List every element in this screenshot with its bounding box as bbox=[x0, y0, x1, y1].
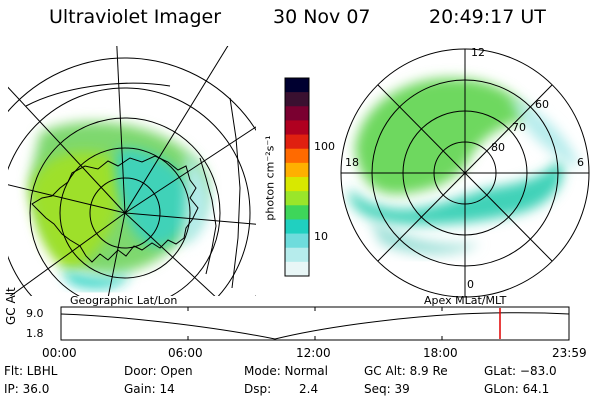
mlt-label-6: 6 bbox=[577, 156, 584, 169]
gc-alt-status: GC Alt: 8.9 Re bbox=[364, 364, 448, 378]
colorbar-swatch bbox=[285, 191, 309, 206]
geographic-caption: Geographic Lat/Lon bbox=[70, 294, 178, 307]
colorbar-swatch bbox=[285, 120, 309, 136]
timeline-plot bbox=[60, 306, 570, 341]
dsp-value: 2.4 bbox=[299, 382, 319, 396]
geographic-map bbox=[8, 46, 256, 296]
mlat-label-80: 80 bbox=[491, 141, 505, 154]
mode-status: Mode: Normal bbox=[244, 364, 328, 378]
colorbar-swatch bbox=[285, 78, 309, 93]
colorbar-swatch bbox=[285, 162, 309, 178]
colorbar-tick-100: 100 bbox=[314, 140, 335, 153]
timeline-ticks bbox=[187, 307, 443, 340]
colorbar-swatch bbox=[285, 148, 309, 164]
colorbar-swatch bbox=[285, 219, 309, 235]
seq-status: Seq: 39 bbox=[364, 382, 410, 396]
timeline-ytick-9: 9.0 bbox=[26, 307, 44, 320]
timeline-xtick-4: 23:59 bbox=[552, 346, 587, 360]
colorbar-tick-10: 10 bbox=[314, 230, 328, 243]
date-label: 30 Nov 07 bbox=[273, 6, 371, 28]
timeline-ylabel: GC Alt bbox=[4, 287, 18, 325]
mlat-label-70: 70 bbox=[512, 121, 526, 134]
glat-status: GLat: −83.0 bbox=[484, 364, 557, 378]
altitude-curve bbox=[60, 312, 570, 340]
coastline bbox=[25, 82, 241, 289]
door-status: Door: Open bbox=[124, 364, 193, 378]
lat-lon-grid bbox=[8, 46, 256, 296]
filter-status: Flt: LBHL bbox=[4, 364, 58, 378]
mlt-label-0: 0 bbox=[467, 278, 474, 291]
mlat-mlt-grid bbox=[340, 48, 590, 298]
colorbar-swatch bbox=[285, 92, 309, 107]
colorbar-swatch bbox=[285, 205, 309, 220]
time-label: 20:49:17 UT bbox=[429, 6, 546, 28]
colorbar-swatches bbox=[285, 78, 309, 277]
colorbar bbox=[284, 77, 310, 277]
colorbar-swatch bbox=[285, 177, 309, 192]
timeline-ytick-1: 1.8 bbox=[26, 327, 44, 340]
colorbar-swatch bbox=[285, 106, 309, 121]
mlat-label-60: 60 bbox=[535, 98, 549, 111]
glon-status: GLon: 64.1 bbox=[484, 382, 550, 396]
timeline-xtick-1: 06:00 bbox=[168, 346, 203, 360]
timeline-xtick-2: 12:00 bbox=[296, 346, 331, 360]
colorbar-swatch bbox=[285, 233, 309, 249]
colorbar-swatch bbox=[285, 247, 309, 263]
mlt-label-18: 18 bbox=[345, 156, 359, 169]
colorbar-swatch bbox=[285, 134, 309, 150]
app-title: Ultraviolet Imager bbox=[49, 6, 222, 28]
magnetic-caption: Apex MLat/MLT bbox=[424, 294, 507, 307]
timeline-xtick-0: 00:00 bbox=[42, 346, 77, 360]
ip-status: IP: 36.0 bbox=[4, 382, 50, 396]
dsp-label: Dsp: bbox=[244, 382, 272, 396]
colorbar-swatch bbox=[285, 261, 309, 277]
magnetic-map bbox=[340, 48, 590, 298]
colorbar-unit-label: photon cm⁻²s⁻¹ bbox=[263, 135, 277, 221]
mlt-label-12: 12 bbox=[471, 46, 485, 59]
timeline-xtick-3: 18:00 bbox=[423, 346, 458, 360]
gain-status: Gain: 14 bbox=[124, 382, 175, 396]
